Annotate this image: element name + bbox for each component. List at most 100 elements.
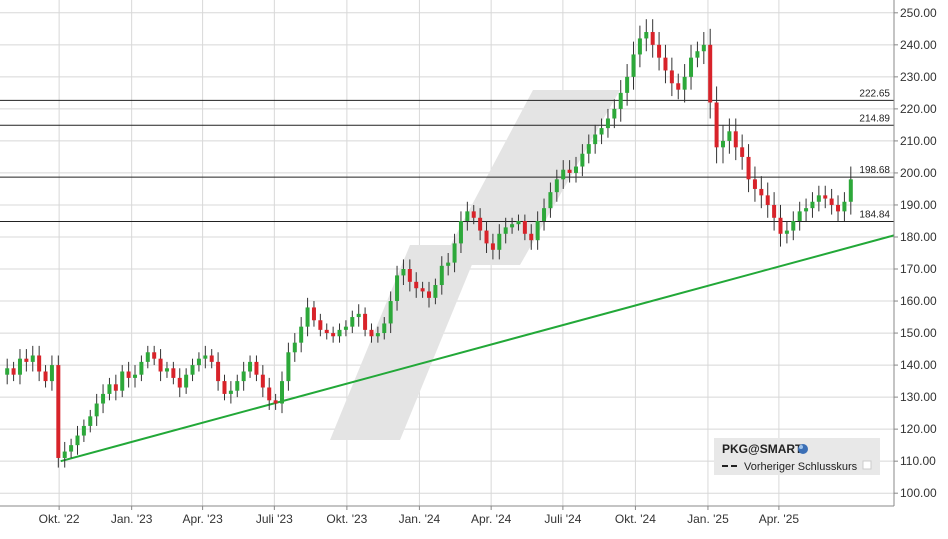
candle-body <box>407 269 412 282</box>
level-label: 222.65 <box>859 88 890 99</box>
candle-body <box>324 329 329 334</box>
candle <box>701 32 706 65</box>
candle <box>804 198 809 221</box>
candle <box>810 192 815 218</box>
candle <box>458 211 463 253</box>
candle <box>133 365 138 388</box>
y-axis-labels: 100.00 110.00 120.00 130.00 140.00 150.00 160.… <box>894 6 937 500</box>
candle <box>331 326 336 343</box>
candle <box>816 185 821 212</box>
candle <box>184 368 189 394</box>
candle-body <box>152 352 157 359</box>
candle <box>254 355 259 382</box>
candle <box>56 355 61 468</box>
candle <box>752 166 757 202</box>
legend-checkbox[interactable] <box>862 460 872 470</box>
candle-body <box>49 365 54 382</box>
candle-body <box>535 220 540 241</box>
y-tick-label: 250.00 <box>900 6 937 20</box>
candle-body <box>388 301 393 324</box>
candle <box>11 361 16 382</box>
candle-body <box>216 361 221 382</box>
level-labels: 222.65 214.89 198.68 184.84 <box>859 88 890 220</box>
candle <box>5 358 10 385</box>
candle <box>152 345 157 366</box>
candle <box>516 214 521 231</box>
candle <box>452 233 457 273</box>
candle <box>101 384 106 414</box>
legend-prev-close: Vorheriger Schlusskurs <box>744 461 858 473</box>
candle <box>267 377 272 410</box>
candle-body <box>848 179 853 202</box>
candle-body <box>529 233 534 241</box>
y-tick-label: 190.00 <box>900 198 937 212</box>
candle-body <box>267 387 272 401</box>
candle-body <box>669 70 674 84</box>
candle-body <box>37 355 42 372</box>
candle-body <box>612 108 617 119</box>
candle-body <box>810 201 815 209</box>
candle <box>535 211 540 250</box>
candle-body <box>331 333 336 337</box>
candle <box>778 204 783 247</box>
candle <box>689 44 694 90</box>
candle-body <box>30 355 35 362</box>
candle-body <box>720 140 725 148</box>
candle <box>561 160 566 189</box>
candle-body <box>554 179 559 193</box>
candle-body <box>43 371 48 382</box>
candle <box>727 118 732 154</box>
y-tick-label: 130.00 <box>900 390 937 404</box>
candle <box>631 41 636 90</box>
candle <box>593 124 598 154</box>
y-tick-label: 170.00 <box>900 262 937 276</box>
x-tick-label: Apr. '24 <box>471 512 512 526</box>
candle <box>427 281 431 308</box>
x-tick-label: Okt. '24 <box>615 512 656 526</box>
candle <box>375 326 380 343</box>
candle-body <box>81 425 86 436</box>
candle-body <box>158 358 163 372</box>
candle-body <box>708 44 713 103</box>
candle <box>209 349 214 369</box>
y-tick-label: 150.00 <box>900 326 937 340</box>
candle <box>433 278 438 305</box>
globe-icon[interactable] <box>798 444 808 454</box>
candle-body <box>427 291 431 298</box>
candle-body <box>113 384 118 391</box>
candle <box>299 317 304 353</box>
candle <box>708 28 713 119</box>
candle-body <box>772 204 777 218</box>
candle <box>196 352 201 372</box>
candle-body <box>177 377 182 388</box>
candle-body <box>784 230 789 234</box>
candle-body <box>401 269 406 276</box>
y-tick-label: 120.00 <box>900 422 937 436</box>
candle-body <box>458 220 463 244</box>
candle-body <box>446 262 451 266</box>
candle <box>88 409 93 433</box>
candle-body <box>765 195 770 205</box>
candle <box>350 310 355 334</box>
candle-body <box>733 131 738 148</box>
candle <box>49 355 54 391</box>
candle-body <box>88 416 93 426</box>
candle-body <box>695 51 700 58</box>
candle <box>657 32 662 71</box>
candle-body <box>101 393 106 404</box>
candle <box>848 166 853 215</box>
candle <box>522 214 527 241</box>
candle-body <box>740 147 745 157</box>
candle-body <box>637 38 642 55</box>
axes <box>0 0 895 507</box>
candle-body <box>561 169 566 180</box>
watermark-stroke-lower <box>330 245 480 440</box>
candle-body <box>120 371 125 391</box>
candle <box>836 195 841 221</box>
candle <box>324 323 329 340</box>
candle <box>446 253 451 276</box>
candle-body <box>184 374 189 388</box>
candle-body <box>337 329 342 337</box>
trendline <box>60 234 895 463</box>
candle <box>542 198 547 231</box>
